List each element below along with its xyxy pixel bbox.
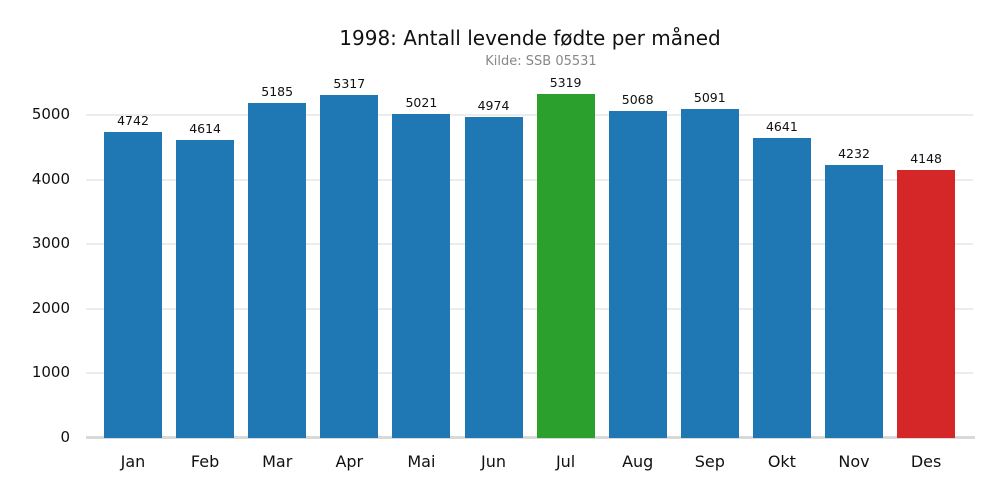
bar-value-label: 4974	[477, 97, 510, 113]
x-tick-label: Nov	[838, 452, 870, 471]
chart-title: 1998: Antall levende fødte per måned	[339, 26, 721, 50]
bar-okt	[752, 138, 811, 438]
y-tick-label: 3000	[31, 234, 70, 253]
bar-des	[897, 170, 956, 438]
bar-jul	[536, 94, 595, 438]
bar-value-label: 4148	[910, 151, 942, 167]
x-tick-label: Mar	[262, 452, 293, 471]
x-tick-label: Mai	[407, 452, 436, 471]
x-tick-label: Jun	[481, 452, 506, 471]
y-tick-label: 2000	[31, 298, 70, 317]
bar-value-label: 5319	[549, 75, 582, 91]
gridline	[86, 178, 973, 181]
y-tick-label: 0	[60, 428, 70, 446]
x-tick-label: Feb	[190, 452, 220, 471]
x-tick-label: Okt	[767, 452, 796, 471]
x-tick-label: Aug	[622, 452, 654, 471]
y-tick-label: 4000	[31, 169, 70, 188]
bar-mai	[392, 113, 451, 438]
bar-jan	[104, 131, 162, 438]
bar-value-label: 5068	[621, 91, 654, 107]
x-tick-label: Des	[910, 452, 942, 471]
gridline	[86, 114, 973, 116]
bar-value-label: 4232	[838, 145, 870, 161]
y-tick-label: 5000	[31, 105, 70, 123]
bar-value-label: 4742	[117, 112, 149, 128]
gridline	[86, 372, 973, 375]
x-tick-label: Sep	[694, 452, 725, 471]
bar-value-label: 5021	[405, 94, 438, 110]
x-tick-label: Apr	[335, 452, 364, 471]
bar-sep	[680, 109, 739, 438]
bar-aug	[608, 110, 667, 438]
x-tick-label: Jul	[555, 452, 576, 471]
bar-nov	[825, 164, 883, 438]
bar-apr	[320, 94, 379, 438]
bar-value-label: 5091	[693, 90, 726, 106]
bar-value-label: 4641	[765, 119, 798, 135]
bar-jun	[464, 116, 523, 438]
bar-value-label: 5185	[261, 84, 294, 100]
bar-value-label: 5317	[333, 75, 366, 91]
gridline	[86, 307, 973, 310]
y-tick-label: 1000	[31, 363, 70, 382]
x-axis-line	[86, 436, 975, 439]
chart-subtitle: Kilde: SSB 05531	[485, 54, 597, 69]
bar-value-label: 4614	[189, 120, 221, 136]
x-tick-label: Jan	[120, 452, 146, 471]
bar-feb	[176, 139, 235, 438]
gridline	[86, 243, 973, 246]
bar-mar	[248, 103, 307, 438]
plot-area: 4742 Jan 4614 Feb 5185 Mar 5317 Apr 5021 Mai 4974 J…	[86, 0, 975, 500]
